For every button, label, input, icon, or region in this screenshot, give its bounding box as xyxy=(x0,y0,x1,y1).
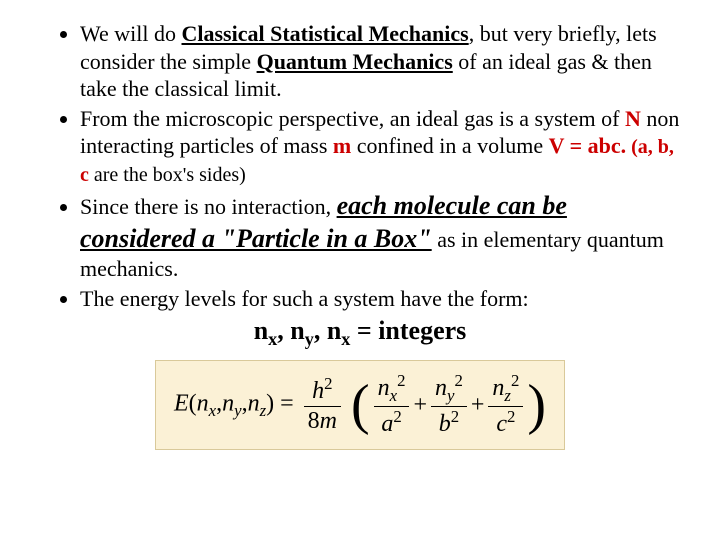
pnx: n xyxy=(378,375,390,401)
fy1: y xyxy=(234,401,241,420)
slide: We will do Classical Statistical Mechani… xyxy=(0,0,720,470)
pnx2: 2 xyxy=(397,371,405,390)
b3-pre: Since there is no interaction, xyxy=(80,194,337,219)
pnz: n xyxy=(492,375,504,401)
integers-line: nx, ny, nx = integers xyxy=(40,316,680,350)
bullet-2: From the microscopic perspective, an ide… xyxy=(80,105,680,189)
fx1: x xyxy=(209,401,216,420)
f8: 8 xyxy=(308,408,320,434)
pnz2: 2 xyxy=(511,371,519,390)
b4-text: The energy levels for such a system have… xyxy=(80,286,529,311)
pb2: 2 xyxy=(451,407,459,426)
x1: x xyxy=(268,329,277,349)
b1-pre: We will do xyxy=(80,21,182,46)
eq: = integers xyxy=(350,316,466,345)
b2-parentail: are the box's sides) xyxy=(89,164,246,186)
pa: a xyxy=(381,411,393,437)
plus1: + xyxy=(413,391,427,420)
fn1: n xyxy=(197,391,209,417)
formula-wrap: E(nx,ny,nz) = h2 8m ( nx2 a2 + ny2 b2 + xyxy=(40,360,680,450)
b2-mid2: confined in a volume xyxy=(351,133,548,158)
b2-pre: From the microscopic perspective, an ide… xyxy=(80,106,625,131)
flp: ( xyxy=(189,391,197,417)
c1: , xyxy=(277,316,290,345)
frac-nz2c2: nz2 c2 xyxy=(488,371,523,439)
bullet-4: The energy levels for such a system have… xyxy=(80,285,680,313)
pc: c xyxy=(496,411,507,437)
b1-csmech: Classical Statistical Mechanics xyxy=(182,21,469,46)
n3: n xyxy=(327,316,341,345)
fh2: 2 xyxy=(324,374,332,393)
y1: y xyxy=(305,329,314,349)
c2: , xyxy=(314,316,327,345)
fn3: n xyxy=(248,391,260,417)
frac-ny2b2: ny2 b2 xyxy=(431,371,467,439)
fm: m xyxy=(320,408,337,434)
energy-formula: E(nx,ny,nz) = h2 8m ( nx2 a2 + ny2 b2 + xyxy=(155,360,565,450)
b2-m: m xyxy=(333,133,351,158)
pc2: 2 xyxy=(507,407,515,426)
fn2: n xyxy=(222,391,234,417)
pnxs: x xyxy=(390,386,397,405)
feq: = xyxy=(274,391,300,417)
frac-h28m: h2 8m xyxy=(304,374,341,436)
b1-qmech: Quantum Mechanics xyxy=(257,49,453,74)
paren-group: ( nx2 a2 + ny2 b2 + nz2 c2 ) xyxy=(351,371,546,439)
pny: n xyxy=(435,375,447,401)
big-rparen: ) xyxy=(527,383,546,428)
b2-Vabc: V = abc. xyxy=(549,133,627,158)
frac-nx2a2: nx2 a2 xyxy=(374,371,410,439)
pny2: 2 xyxy=(454,371,462,390)
n2: n xyxy=(290,316,304,345)
pb: b xyxy=(439,411,451,437)
bullet-1: We will do Classical Statistical Mechani… xyxy=(80,20,680,103)
pa2: 2 xyxy=(393,407,401,426)
fh: h xyxy=(312,378,324,404)
plus2: + xyxy=(471,391,485,420)
fE: E xyxy=(174,391,189,417)
bullet-list: We will do Classical Statistical Mechani… xyxy=(40,20,680,312)
b2-N: N xyxy=(625,106,641,131)
n1: n xyxy=(254,316,268,345)
big-lparen: ( xyxy=(351,383,370,428)
bullet-3: Since there is no interaction, each mole… xyxy=(80,190,680,283)
frp: ) xyxy=(266,391,274,417)
